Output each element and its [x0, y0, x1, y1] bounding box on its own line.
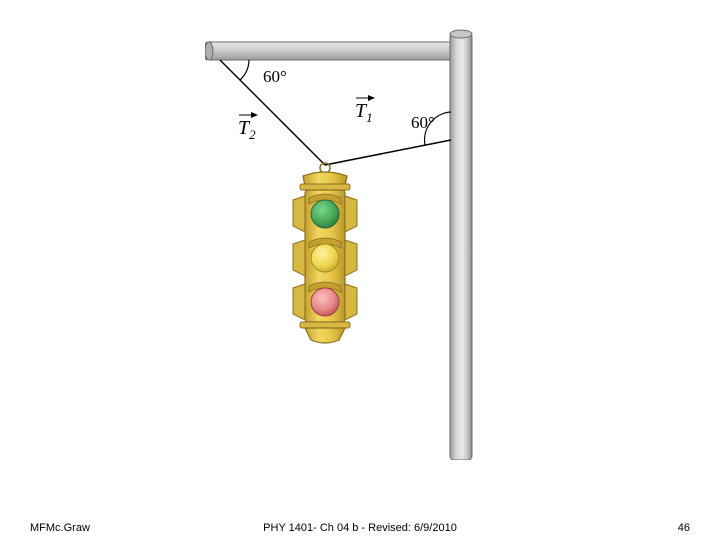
green-light — [311, 200, 339, 228]
cable-t1 — [325, 140, 451, 165]
beam-endcap — [205, 42, 213, 60]
light-bottom-rim — [300, 322, 350, 328]
visor-left-3 — [293, 284, 305, 320]
traffic-light — [293, 172, 357, 343]
angle-arc-left — [240, 60, 249, 80]
physics-diagram: 60° 60° T2 T1 — [205, 20, 515, 460]
light-bottom-cap — [305, 328, 345, 343]
visor-left-1 — [293, 196, 305, 232]
light-top-rim — [300, 184, 350, 190]
visor-right-1 — [345, 196, 357, 232]
visor-left-2 — [293, 240, 305, 276]
vertical-pole — [450, 33, 472, 460]
t2-label: T2 — [238, 117, 256, 142]
visor-right-2 — [345, 240, 357, 276]
angle-label-right: 60° — [411, 113, 435, 132]
footer-page-number: 46 — [678, 522, 690, 534]
t1-label: T1 — [355, 100, 373, 125]
angle-label-left: 60° — [263, 67, 287, 86]
pole-topcap — [450, 30, 472, 38]
horizontal-beam — [205, 42, 465, 60]
visor-right-3 — [345, 284, 357, 320]
diagram-svg: 60° 60° T2 T1 — [205, 20, 515, 460]
footer-title: PHY 1401- Ch 04 b - Revised: 6/9/2010 — [0, 522, 720, 534]
yellow-light — [311, 244, 339, 272]
red-light — [311, 288, 339, 316]
